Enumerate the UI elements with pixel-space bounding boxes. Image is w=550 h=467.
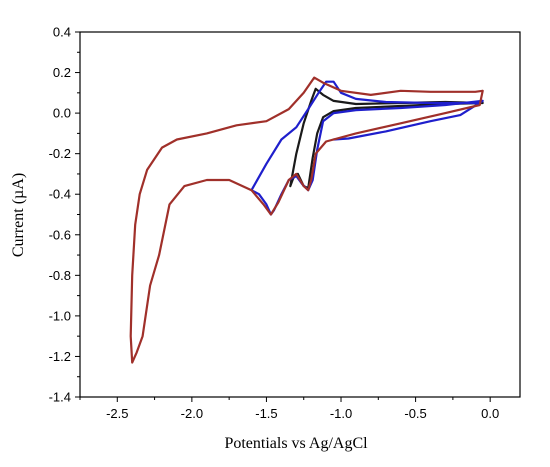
series-line-3: [129, 76, 484, 364]
x-axis-title: Potentials vs Ag/AgCl: [224, 435, 368, 452]
y-tick-label: -1.2: [49, 349, 71, 364]
y-tick-label: 0.2: [53, 65, 71, 80]
y-tick-label: -0.4: [49, 187, 71, 202]
x-axis-ticks: -2.5 -2.0 -1.5 -1.0 -0.5 0.0: [79, 397, 499, 421]
y-tick-label: -1.0: [49, 308, 71, 323]
x-tick-label: -1.5: [255, 406, 277, 421]
x-tick-label: -2.5: [106, 406, 128, 421]
x-tick-label: 0.0: [481, 406, 499, 421]
y-axis-title: Current (µA): [10, 173, 27, 257]
y-tick-label: -1.4: [49, 390, 71, 405]
y-tick-label: -0.2: [49, 146, 71, 161]
x-tick-label: -0.5: [404, 406, 426, 421]
y-tick-label: 0.0: [53, 106, 71, 121]
y-tick-label: -0.6: [49, 227, 71, 242]
x-tick-label: -2.0: [181, 406, 203, 421]
x-tick-label: -1.0: [330, 406, 352, 421]
y-tick-label: 0.4: [53, 25, 71, 40]
y-axis-ticks: 0.4 0.2 0.0 -0.2 -0.4 -0.6 -0.8 -1.0 -1.2 -1.4: [49, 25, 80, 405]
series-layer: [129, 76, 484, 364]
series-line-2: [250, 80, 484, 216]
y-tick-label: -0.8: [49, 268, 71, 283]
